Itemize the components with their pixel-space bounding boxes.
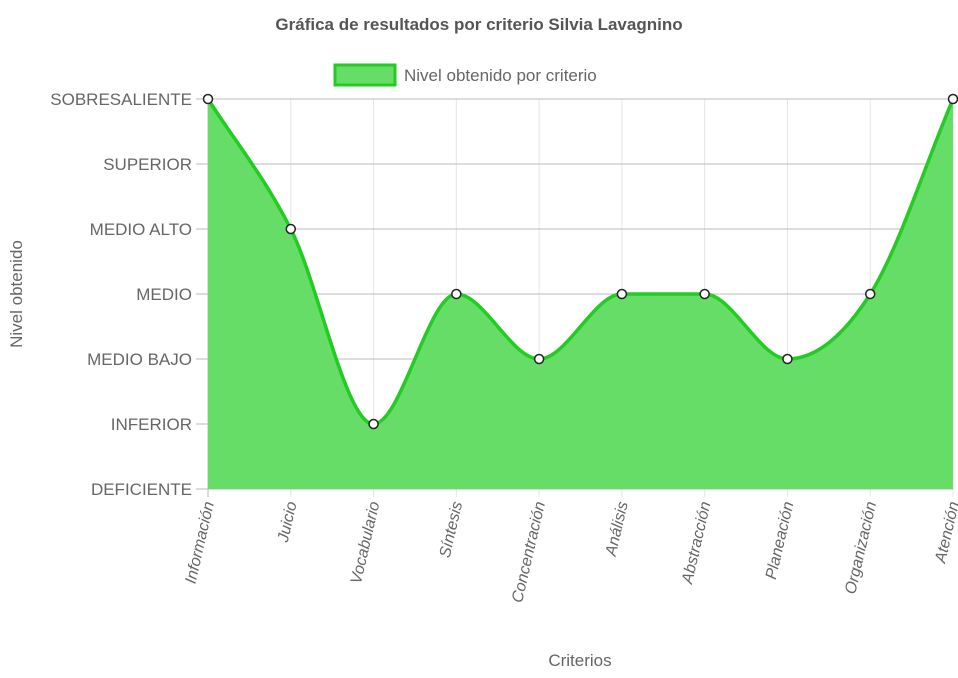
x-tick-label: Planeación [763,500,797,581]
data-point[interactable] [782,353,793,365]
data-point[interactable] [616,288,628,300]
x-tick-label: Atención [932,500,958,566]
y-tick-label: INFERIOR [111,415,192,434]
x-tick-label: Abstracción [679,500,715,586]
x-axis-title: Criterios [548,651,611,670]
y-tick-label: SUPERIOR [103,155,192,174]
data-point[interactable] [285,223,297,235]
data-point[interactable] [202,93,214,105]
x-tick-label: Organización [842,500,880,596]
y-tick-label: MEDIO BAJO [87,350,192,369]
y-tick-label: DEFICIENTE [91,480,192,499]
y-axis: DEFICIENTE INFERIOR MEDIO BAJO MEDIO MEDIO A… [50,90,192,499]
data-point[interactable] [864,288,876,300]
data-point[interactable] [533,353,545,365]
chart-title: Gráfica de resultados por criterio Silvi… [275,15,682,34]
x-tick-label: Vocabulario [348,500,383,586]
legend-label: Nivel obtenido por criterio [404,66,597,85]
y-tick-label: MEDIO [136,285,192,304]
plot-area [202,93,958,489]
x-tick-label: Concentración [509,500,549,604]
data-point[interactable] [699,288,710,300]
x-tick-label: Juicio [275,500,301,545]
y-tick-label: SOBRESALIENTE [50,90,192,109]
data-point[interactable] [451,288,462,300]
y-tick-label: MEDIO ALTO [90,220,192,239]
legend-swatch [333,63,397,87]
x-tick-label: Análisis [603,500,632,559]
x-axis: Información Juicio Vocabulario Síntesis Conc… [183,500,958,604]
data-point[interactable] [368,418,379,430]
x-tick-label: Información [183,500,218,585]
x-tick-label: Síntesis [437,500,466,559]
y-axis-title: Nivel obtenido [7,240,26,348]
legend[interactable]: Nivel obtenido por criterio [333,63,597,87]
series-line [206,98,955,426]
series-area [208,99,953,489]
data-point[interactable] [947,93,958,105]
